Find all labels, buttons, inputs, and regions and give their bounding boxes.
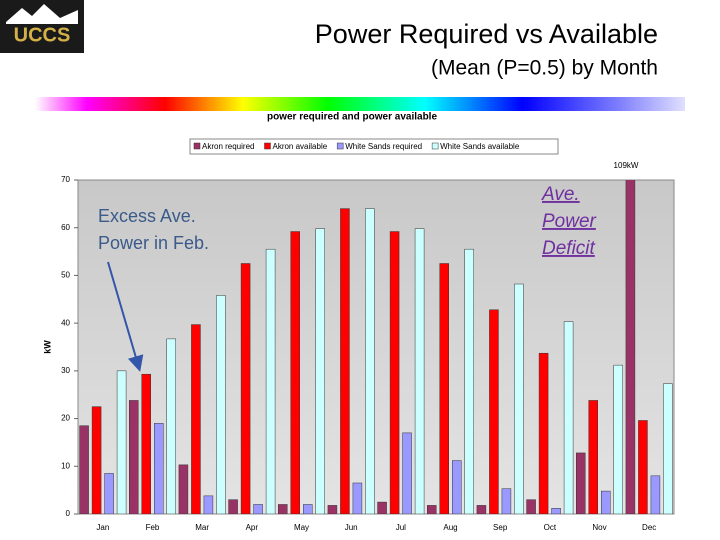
bar (154, 423, 164, 514)
legend-swatch (431, 142, 439, 150)
x-tick-label: Nov (592, 523, 606, 532)
bar (650, 475, 661, 514)
bar (166, 338, 176, 514)
annotation: 109kW (614, 161, 639, 170)
bar (191, 324, 201, 514)
y-tick-label: 50 (61, 271, 70, 280)
bar (290, 231, 300, 514)
bar (104, 473, 114, 514)
bar (402, 432, 412, 514)
y-tick-label: 70 (61, 175, 70, 184)
bar (315, 228, 325, 514)
x-tick-label: Feb (146, 523, 160, 532)
bar (352, 482, 363, 514)
bar (91, 406, 102, 514)
bar (601, 490, 611, 514)
bar (228, 499, 238, 514)
annotation-arrow (107, 261, 144, 372)
x-tick-label: Apr (246, 523, 259, 532)
bar (625, 180, 636, 514)
bar (576, 452, 586, 514)
legend-label: White Sands available (440, 142, 520, 151)
legend-label: Akron available (272, 142, 327, 151)
legend-label: White Sands required (345, 142, 422, 151)
legend-swatch (264, 142, 271, 150)
annotation: Ave. (541, 184, 580, 205)
y-tick-label: 30 (61, 366, 70, 375)
bar (489, 309, 499, 514)
annotation: Power in Feb. (98, 233, 209, 253)
bar (278, 504, 288, 514)
x-tick-label: Jan (96, 523, 109, 532)
bar (365, 208, 375, 514)
bar (389, 231, 400, 514)
logo-mountains (6, 4, 78, 24)
bar (79, 425, 89, 514)
x-tick-label: Aug (443, 523, 457, 532)
bar (340, 208, 350, 514)
rainbow-bar (35, 97, 685, 111)
slide-title: Power Required vs Available (315, 19, 658, 49)
annotation: Excess Ave. (98, 206, 196, 226)
bar (141, 373, 151, 514)
bar (303, 504, 313, 514)
bar (514, 283, 524, 514)
bar (439, 263, 449, 514)
bar (464, 248, 474, 514)
bar (563, 321, 574, 514)
bar (178, 464, 189, 514)
x-tick-label: Dec (642, 523, 656, 532)
bar (414, 228, 425, 514)
bar (253, 504, 263, 514)
bar (327, 505, 338, 514)
y-tick-label: 60 (61, 223, 70, 232)
bar (427, 505, 437, 514)
plot-area (77, 179, 675, 515)
legend-box (189, 138, 559, 155)
legend-swatch (193, 142, 201, 150)
bar (203, 495, 214, 514)
x-tick-label: Jul (396, 523, 406, 532)
chart-title: power required and power available (267, 112, 437, 123)
bar (588, 400, 598, 514)
bar (476, 505, 487, 514)
bar (638, 420, 648, 514)
x-tick-label: Mar (195, 523, 209, 532)
bar (116, 370, 127, 514)
x-tick-label: May (294, 523, 309, 532)
annotation: Deficit (542, 238, 596, 259)
x-tick-label: Jun (345, 523, 358, 532)
bar (663, 383, 673, 514)
annotation: Power (542, 211, 597, 232)
y-tick-label: 0 (66, 509, 71, 518)
y-tick-label: 40 (61, 318, 70, 327)
x-tick-label: Oct (544, 523, 557, 532)
bar (538, 352, 549, 514)
y-tick-label: 10 (61, 461, 70, 470)
bar (452, 460, 462, 514)
logo-text: UCCS (14, 24, 71, 46)
bar (551, 508, 561, 514)
y-axis-label: kW (42, 340, 52, 354)
legend-label: Akron required (202, 142, 254, 151)
x-tick-label: Sep (493, 523, 508, 532)
bar (501, 488, 512, 514)
y-tick-label: 20 (61, 414, 70, 423)
bar (265, 248, 276, 514)
bar (526, 499, 536, 514)
legend-swatch (336, 142, 344, 150)
bar (129, 400, 139, 514)
bar (216, 295, 226, 514)
bar (377, 501, 387, 514)
bar (613, 364, 623, 514)
slide-subtitle: (Mean (P=0.5) by Month (431, 57, 658, 80)
bar (240, 263, 251, 514)
